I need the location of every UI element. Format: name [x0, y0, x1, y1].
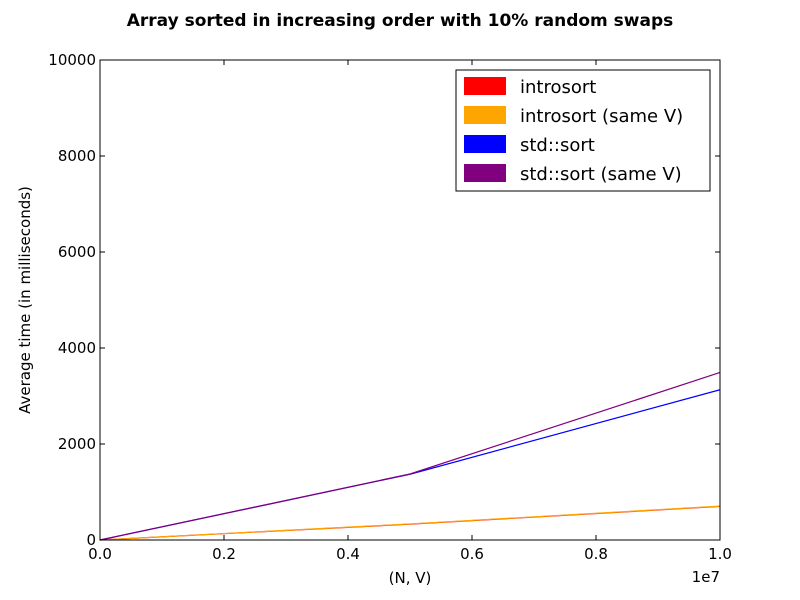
legend-label: std::sort (same V) — [520, 164, 682, 185]
y-tick-label: 4000 — [58, 339, 96, 357]
y-tick-label: 10000 — [48, 51, 96, 69]
y-tick-label: 8000 — [58, 147, 96, 165]
series-line-2 — [99, 389, 721, 541]
series-line-3 — [99, 371, 721, 541]
chart-title: Array sorted in increasing order with 10… — [127, 11, 674, 31]
legend-swatch — [464, 164, 506, 182]
legend-label: introsort — [520, 77, 596, 98]
x-axis-label: (N, V) — [389, 569, 432, 587]
legend-label: std::sort — [520, 135, 595, 156]
y-tick-label: 2000 — [58, 435, 96, 453]
x-tick-label: 0.6 — [460, 545, 484, 563]
y-axis-label: Average time (in milliseconds) — [16, 186, 34, 414]
x-tick-label: 1.0 — [708, 545, 732, 563]
axis-ticks: 0.0 0.2 0.4 0.6 0.8 1.0 0 2000 4000 6000 8000 10000 — [48, 51, 732, 563]
plot-lines — [99, 371, 721, 541]
x-tick-label: 0.2 — [212, 545, 236, 563]
series-line-1 — [99, 505, 721, 541]
legend-label: introsort (same V) — [520, 106, 683, 127]
x-tick-label: 0.0 — [88, 545, 112, 563]
y-tick-label: 0 — [86, 531, 96, 549]
x-tick-label: 0.8 — [584, 545, 608, 563]
legend-swatch — [464, 135, 506, 153]
x-tick-label: 0.4 — [336, 545, 360, 563]
plot-frame — [99, 59, 721, 541]
legend-swatch — [464, 77, 506, 95]
x-offset-text: 1e7 — [692, 568, 720, 586]
y-tick-label: 6000 — [58, 243, 96, 261]
legend-swatch — [464, 106, 506, 124]
